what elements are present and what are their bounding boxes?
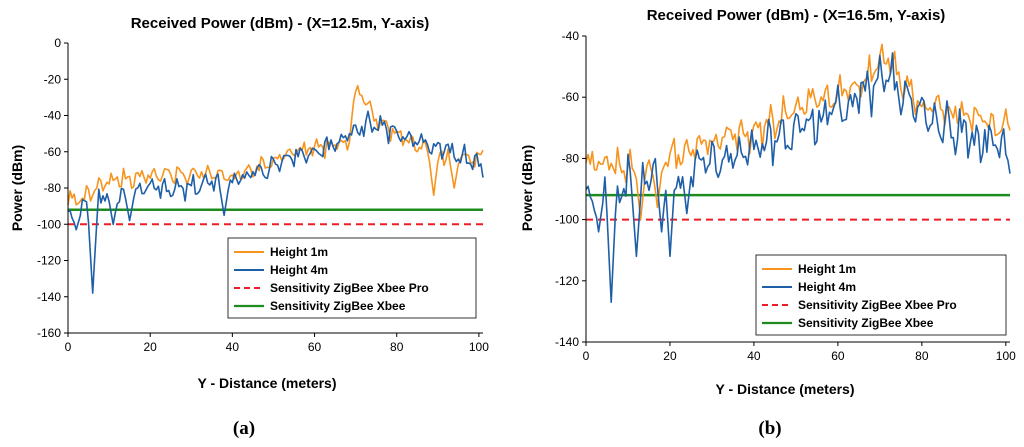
legend-label-sensitivity-pro: Sensitivity ZigBee Xbee Pro	[270, 281, 429, 295]
series-line-height-1m	[585, 43, 1011, 221]
x-axis-label: Y - Distance (meters)	[197, 375, 336, 391]
legend-label-height-1m: Height 1m	[270, 245, 328, 259]
y-tick-label: -40	[44, 109, 62, 123]
y-axis-label: Power (dBm)	[519, 145, 535, 231]
x-tick-label: 40	[747, 349, 761, 363]
x-tick-label: 0	[583, 349, 590, 363]
chart-title: Received Power (dBm) - (X=16.5m, Y-axis)	[647, 7, 946, 24]
y-tick-label: -60	[44, 145, 62, 159]
tick-group: 0 -20 -40 -60 -80 -100 -120 -140 -160 0 20 40 60 80 10…	[37, 36, 489, 354]
x-axis-label: Y - Distance (meters)	[715, 381, 854, 397]
series-group	[67, 84, 484, 294]
legend-box	[227, 237, 477, 319]
y-tick-label: -140	[555, 335, 579, 349]
legend-box	[755, 254, 1007, 336]
series-line-height-1m	[67, 84, 484, 206]
legend: Height 1m Height 4m Sensitivity ZigBee X…	[227, 237, 477, 319]
y-tick-label: -140	[37, 290, 61, 304]
tick-group: -40 -60 -80 -100 -120 -140 0 20 40 60 80 100	[555, 29, 1016, 363]
y-axis-label: Power (dBm)	[9, 145, 25, 231]
x-tick-label: 100	[996, 349, 1016, 363]
legend-label-height-4m: Height 4m	[270, 263, 328, 277]
y-tick-label: -100	[37, 217, 61, 231]
legend: Height 1m Height 4m Sensitivity ZigBee X…	[755, 254, 1007, 336]
x-tick-label: 60	[308, 340, 322, 354]
x-tick-label: 80	[390, 340, 404, 354]
y-tick-label: -120	[555, 274, 579, 288]
x-tick-label: 100	[469, 340, 489, 354]
x-tick-label: 80	[915, 349, 929, 363]
y-tick-label: 0	[54, 36, 61, 50]
legend-label-height-4m: Height 4m	[798, 280, 856, 294]
chart-panel-a: Received Power (dBm) - (X=12.5m, Y-axis)…	[9, 15, 489, 439]
legend-label-sensitivity-xbee: Sensitivity ZigBee Xbee	[270, 299, 406, 313]
panel-letter: b	[765, 418, 776, 439]
panel-label-a: (a)	[233, 418, 255, 439]
series-line-height-4m	[67, 110, 484, 294]
chart-title: Received Power (dBm) - (X=12.5m, Y-axis)	[131, 15, 430, 32]
x-tick-label: 40	[226, 340, 240, 354]
legend-label-height-1m: Height 1m	[798, 262, 856, 276]
legend-label-sensitivity-pro: Sensitivity ZigBee Xbee Pro	[798, 298, 957, 312]
series-group	[585, 43, 1011, 304]
legend-label-sensitivity-xbee: Sensitivity ZigBee Xbee	[798, 316, 934, 330]
panel-label-b: (b)	[758, 418, 781, 439]
y-tick-label: -60	[562, 90, 580, 104]
panel-letter: a	[239, 418, 249, 439]
x-tick-label: 20	[143, 340, 157, 354]
x-tick-label: 20	[663, 349, 677, 363]
x-tick-label: 60	[831, 349, 845, 363]
series-line-height-4m	[585, 52, 1011, 304]
y-tick-label: -100	[555, 213, 579, 227]
chart-panel-b: Received Power (dBm) - (X=16.5m, Y-axis)…	[519, 7, 1016, 439]
x-tick-label: 0	[65, 340, 72, 354]
y-tick-label: -120	[37, 254, 61, 268]
y-tick-label: -80	[44, 181, 62, 195]
y-tick-label: -160	[37, 326, 61, 340]
y-tick-label: -80	[562, 151, 580, 165]
y-tick-label: -40	[562, 29, 580, 43]
y-tick-label: -20	[44, 72, 62, 86]
